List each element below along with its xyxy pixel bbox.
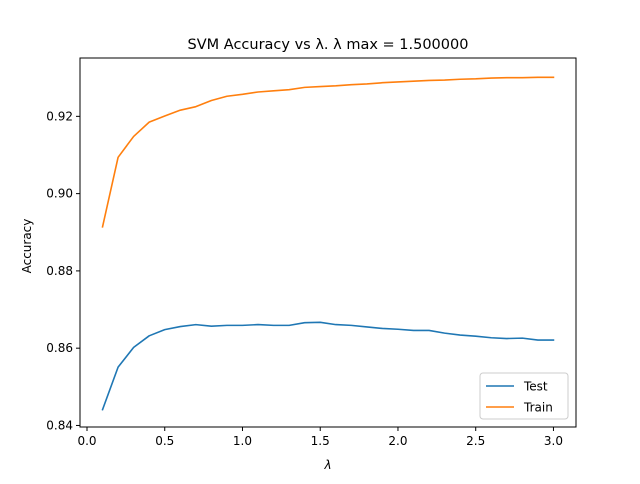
x-tick-label: 1.5 bbox=[311, 434, 330, 448]
series-lines bbox=[101, 76, 555, 411]
x-tick-label: 3.0 bbox=[544, 434, 563, 448]
legend-label-train: Train bbox=[523, 401, 553, 415]
y-axis-label: Accuracy bbox=[20, 219, 34, 274]
x-tick-label: 2.5 bbox=[466, 434, 485, 448]
x-tick-label: 2.0 bbox=[388, 434, 407, 448]
y-tick-label: 0.84 bbox=[46, 418, 73, 432]
x-tick-label: 0.0 bbox=[77, 434, 96, 448]
legend: Test Train bbox=[479, 372, 569, 420]
x-axis-ticks: 0.0 0.5 1.0 1.5 2.0 2.5 3.0 bbox=[77, 427, 563, 448]
x-tick-label: 1.0 bbox=[233, 434, 252, 448]
x-tick-label: 0.5 bbox=[155, 434, 174, 448]
y-tick-label: 0.92 bbox=[46, 109, 73, 123]
y-tick-label: 0.86 bbox=[46, 341, 73, 355]
y-axis-ticks: 0.84 0.86 0.88 0.90 0.92 bbox=[46, 109, 80, 432]
series-line-test bbox=[101, 321, 555, 411]
plot-area-frame bbox=[79, 57, 577, 428]
y-tick-label: 0.90 bbox=[46, 187, 73, 201]
chart-title: SVM Accuracy vs λ. λ max = 1.500000 bbox=[188, 37, 469, 53]
y-tick-label: 0.88 bbox=[46, 264, 73, 278]
legend-label-test: Test bbox=[523, 380, 548, 394]
series-line-train bbox=[101, 76, 555, 228]
x-axis-label: λ bbox=[323, 458, 331, 472]
